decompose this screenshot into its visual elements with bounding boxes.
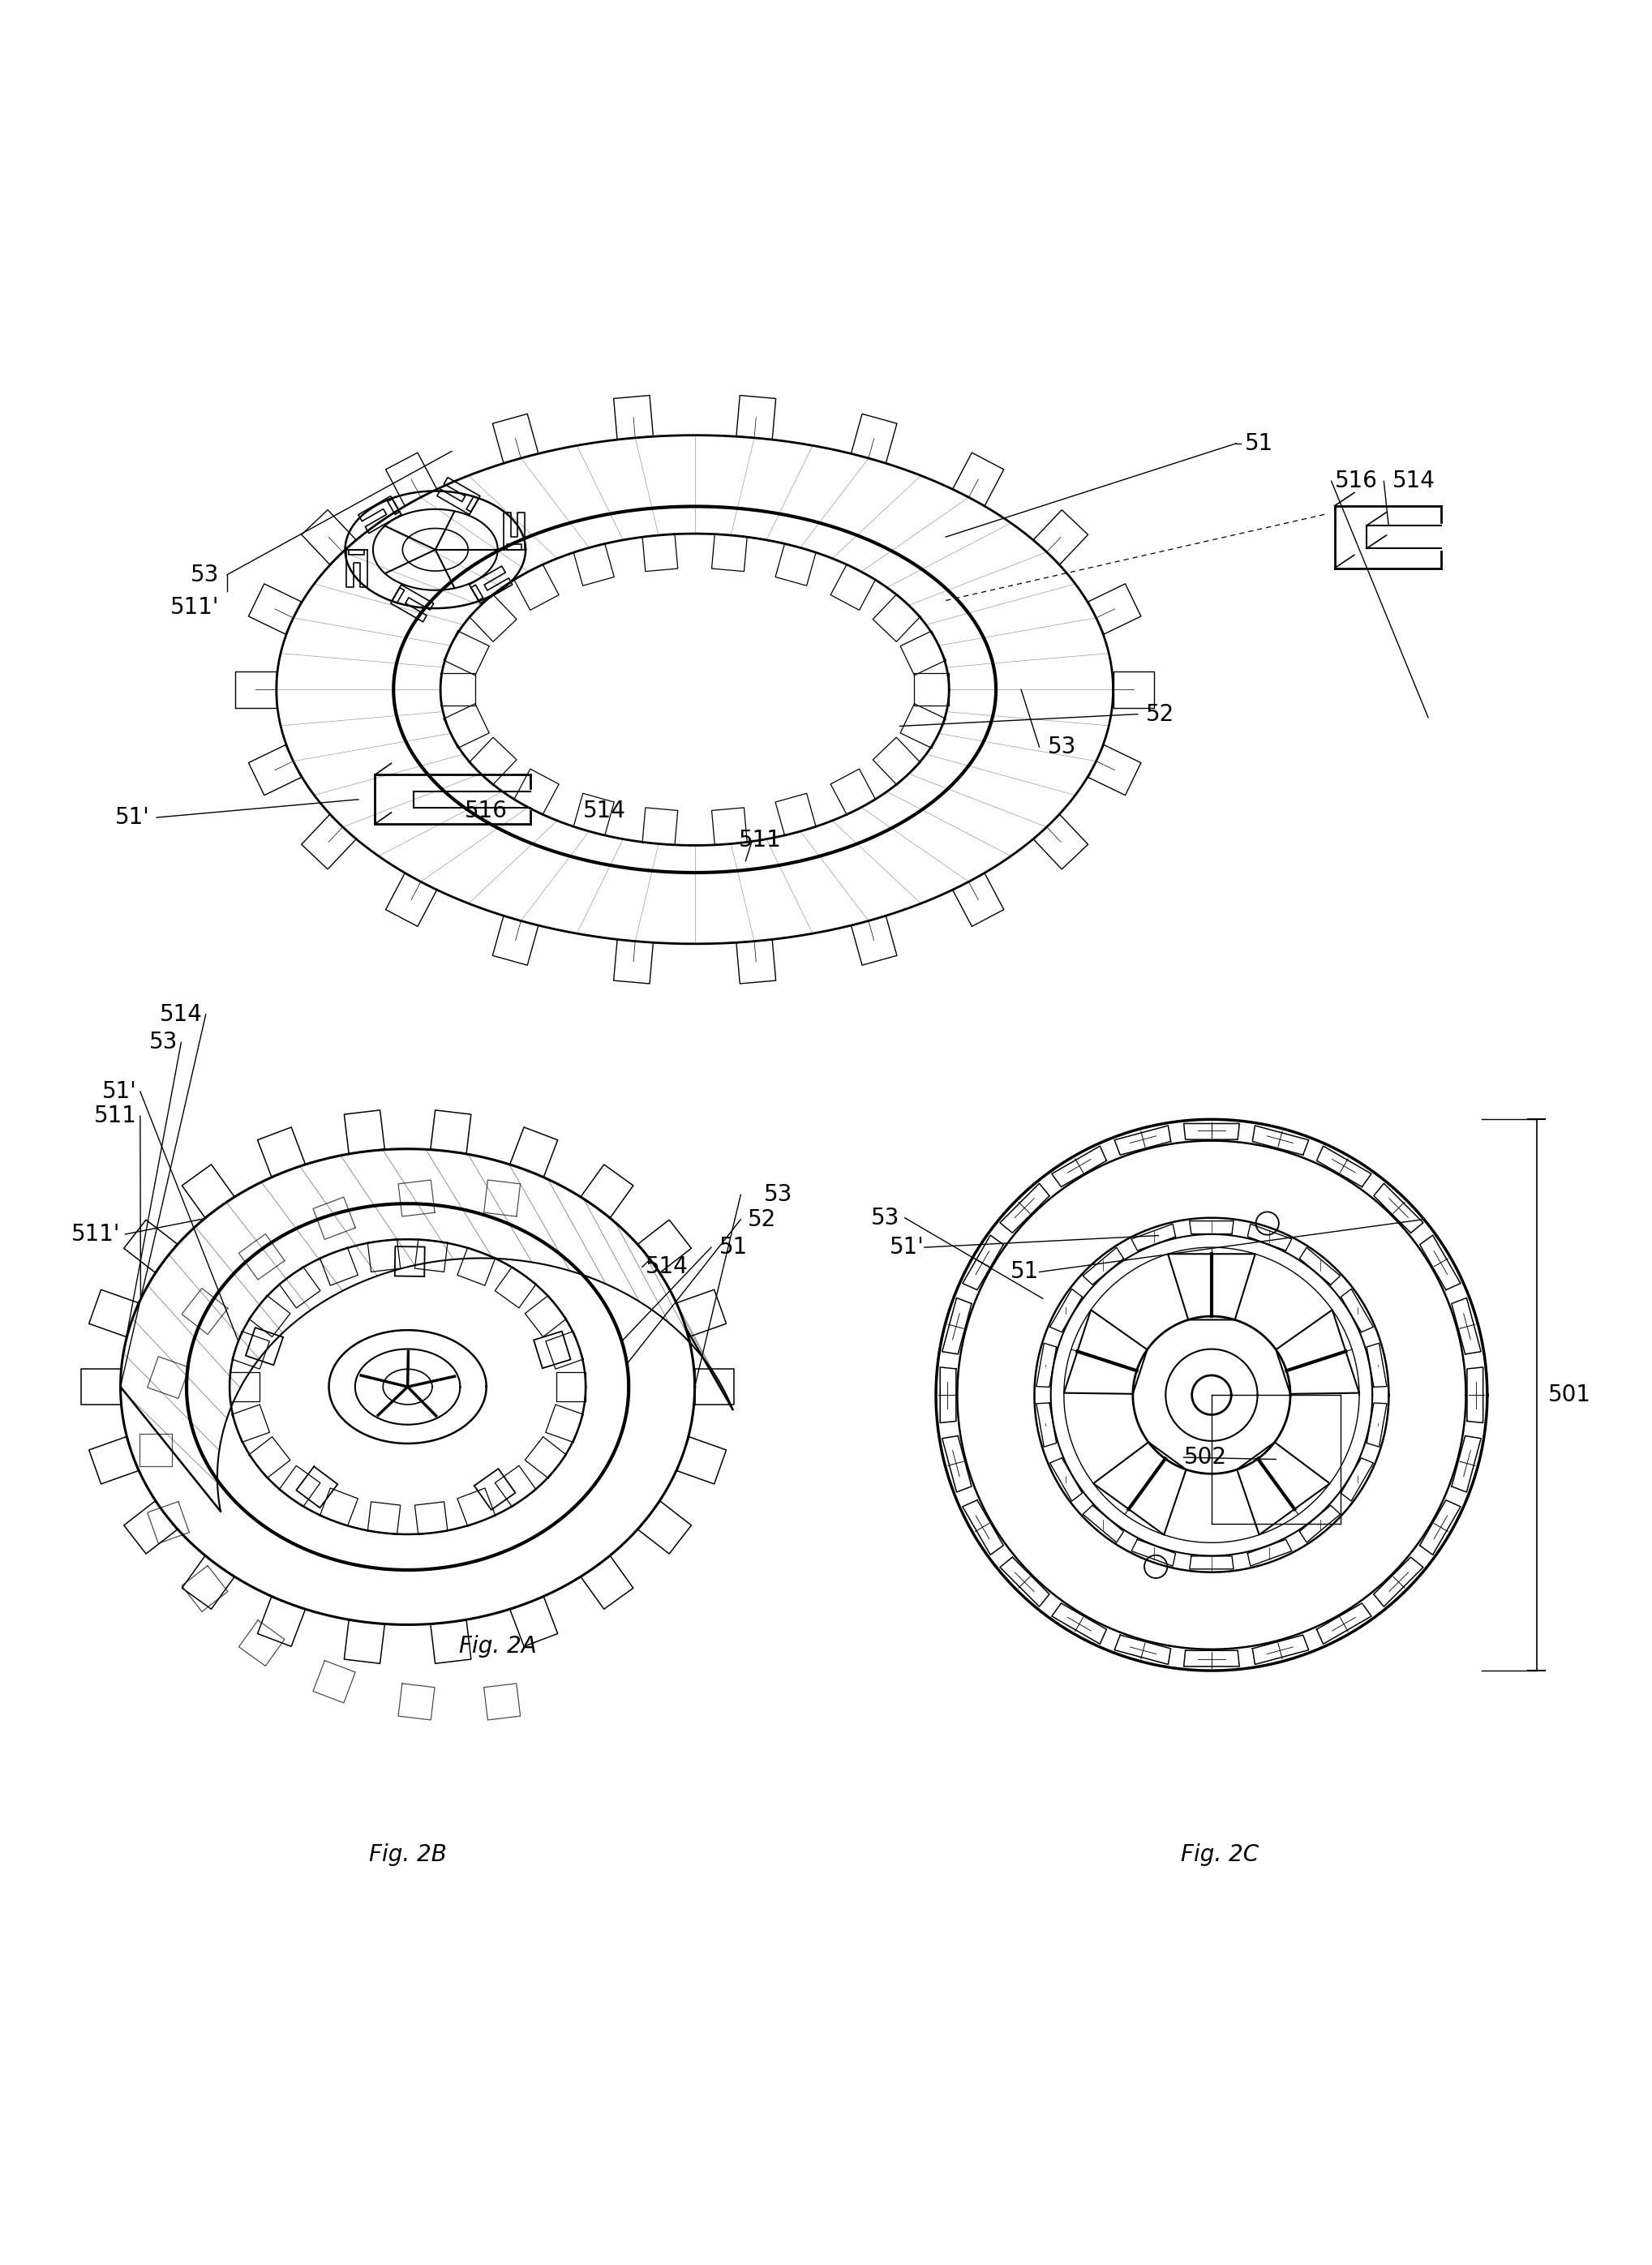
Text: 514: 514 <box>646 1255 689 1277</box>
Text: 51: 51 <box>719 1237 748 1259</box>
Text: 52: 52 <box>1146 702 1175 725</box>
Text: Fig. 2A: Fig. 2A <box>459 1635 537 1658</box>
Text: 53: 53 <box>149 1031 178 1053</box>
Text: Fig. 2C: Fig. 2C <box>1181 1844 1259 1866</box>
Text: 53: 53 <box>871 1207 900 1230</box>
Text: 514: 514 <box>583 800 626 822</box>
Text: 51: 51 <box>1011 1262 1039 1284</box>
Text: 516: 516 <box>464 800 507 822</box>
Text: 53: 53 <box>190 564 220 587</box>
Text: 511': 511' <box>71 1223 121 1246</box>
Text: 51: 51 <box>1244 433 1274 455</box>
Text: Fig. 2B: Fig. 2B <box>368 1844 446 1866</box>
Text: 514: 514 <box>160 1003 203 1026</box>
Text: 53: 53 <box>1047 736 1075 759</box>
Text: 511': 511' <box>170 596 220 618</box>
Text: 52: 52 <box>747 1207 776 1230</box>
Text: 511: 511 <box>738 829 781 852</box>
Text: 51': 51' <box>102 1080 137 1103</box>
Text: 514: 514 <box>1393 469 1436 492</box>
Text: 502: 502 <box>1184 1445 1227 1468</box>
Text: 51': 51' <box>890 1237 925 1259</box>
Text: 516: 516 <box>1335 469 1378 492</box>
Text: 53: 53 <box>763 1185 793 1207</box>
Text: 51': 51' <box>116 806 150 829</box>
Text: 501: 501 <box>1548 1384 1591 1407</box>
Text: 511: 511 <box>94 1105 137 1128</box>
